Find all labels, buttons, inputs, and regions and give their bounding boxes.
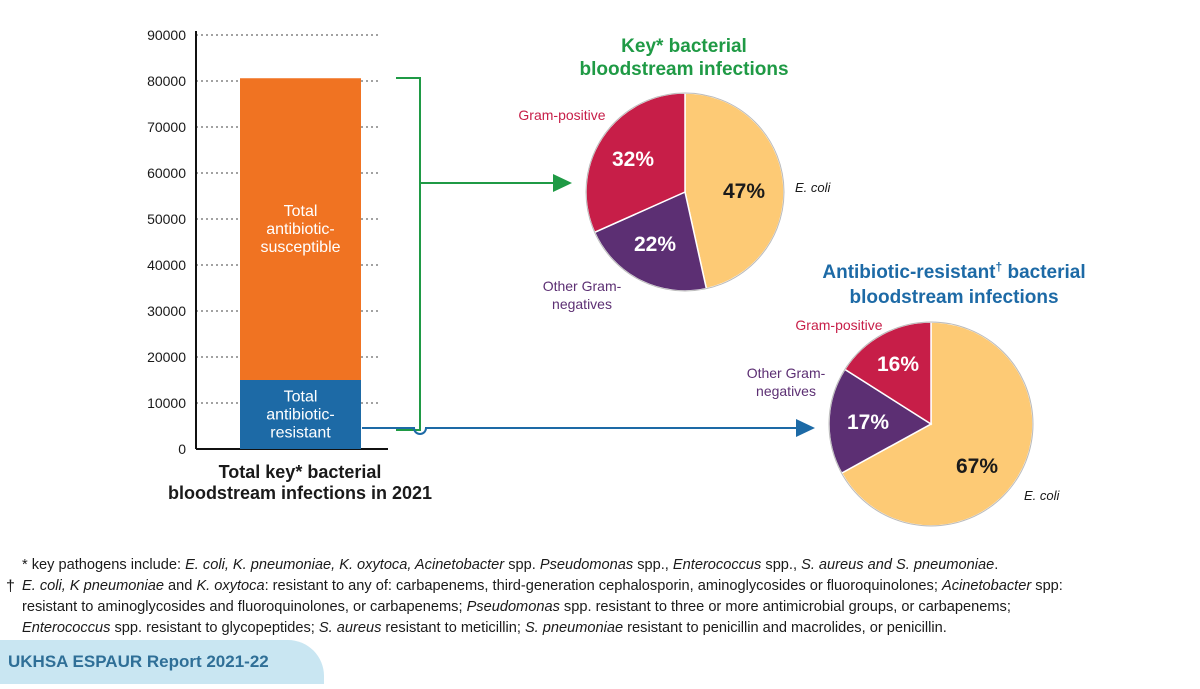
pie-slice-value: 67% [956, 455, 998, 478]
arrow-head-to-key-pie [553, 174, 572, 192]
pie-outline [585, 92, 785, 292]
footnote-fragment: resistant to aminoglycosides and fluoroq… [22, 599, 467, 615]
pie-title: bloodstream infections [849, 287, 1058, 308]
footnote-fragment: . [994, 557, 999, 573]
footnote-fragment: and [163, 578, 197, 594]
bracket-line [396, 77, 421, 431]
bar-segment-label: antibiotic- [266, 407, 334, 424]
pie-slice-value: 17% [847, 411, 889, 434]
footnote-fragment: resistant to meticillin; [381, 620, 525, 636]
pie-chart-resistant-infections: 67% E. coli 17% Other Gram-negatives 16% Gram… [747, 260, 1086, 527]
y-tick-label: 70000 [147, 119, 186, 135]
y-tick-label: 50000 [147, 211, 186, 227]
y-tick-label: 30000 [147, 303, 186, 319]
footnote-fragment: E. coli, K pneumoniae [22, 578, 164, 594]
footnote-resistance-line-3: Enterococcus spp. resistant to glycopept… [22, 618, 947, 639]
footnote-fragment: Pseudomonas [539, 557, 634, 573]
pie-category-label: Gram-positive [795, 317, 882, 333]
pie-category-label: negatives [552, 296, 612, 312]
y-tick-label: 20000 [147, 349, 186, 365]
stacked-bar-chart: 0 10000 20000 30000 40000 50000 60000 70000 8000… [147, 27, 432, 503]
pie-category-label: E. coli [1024, 488, 1061, 503]
x-axis-title: Total key* bacterial [219, 462, 382, 482]
arrow-line-to-resistant-pie [362, 427, 798, 435]
y-tick-label: 80000 [147, 73, 186, 89]
pie-title: Antibiotic-resistant† bacterial [822, 260, 1085, 283]
pie-chart-key-infections: 47% E. coli 22% Other Gram-negatives 32% Gram… [518, 36, 831, 312]
pie-title: Key* bacterial [621, 36, 747, 57]
bar-segment-label: Total [284, 203, 318, 220]
footnote-fragment: spp. [504, 557, 540, 573]
footnote-fragment: S. aureus and S. pneumoniae [801, 557, 995, 573]
footnote-fragment: Enterococcus [22, 620, 111, 636]
bar-segment-label: Total [284, 389, 318, 406]
footnote-fragment: spp: [1031, 578, 1063, 594]
footnote-fragment: spp. resistant to three or more antimicr… [559, 599, 1011, 615]
pie-title-dagger: † [996, 260, 1003, 274]
footnote-fragment: S. aureus [318, 620, 382, 636]
footnote-fragment: spp., [633, 557, 673, 573]
bar-segment-label: susceptible [260, 239, 340, 256]
report-banner-text: UKHSA ESPAUR Report 2021-22 [8, 652, 269, 671]
bar-segment-label: antibiotic- [266, 221, 334, 238]
pie-category-label: Other Gram- [543, 278, 622, 294]
pie-slice-value: 32% [612, 148, 654, 171]
footnote-fragment: spp. resistant to glycopeptides; [110, 620, 319, 636]
pie-title-part: bacterial [1002, 262, 1085, 283]
footnote-resistance-line-2: resistant to aminoglycosides and fluoroq… [22, 597, 1011, 618]
pie-title: bloodstream infections [579, 59, 788, 80]
pie-category-label: negatives [756, 383, 816, 399]
footnote-fragment: S. pneumoniae [524, 620, 624, 636]
pie-slice-value: 22% [634, 233, 676, 256]
connector-arrows [362, 77, 815, 437]
footnote-fragment: E. coli, K. pneumoniae, K. oxytoca, Acin… [185, 557, 505, 573]
footnote-fragment: * key pathogens include: [22, 557, 186, 573]
bar-segment-resistant [240, 380, 361, 449]
pie-category-label: E. coli [795, 180, 832, 195]
footnote-fragment: spp., [761, 557, 802, 573]
pie-slice-value: 47% [723, 180, 765, 203]
dagger-mark: † [6, 578, 15, 595]
y-tick-label: 10000 [147, 395, 186, 411]
footnote-fragment: : resistant to any of: carbapenems, thir… [264, 578, 942, 594]
y-tick-label: 90000 [147, 27, 186, 43]
footnote-fragment: resistant to penicillin and macrolides, … [623, 620, 947, 636]
report-banner: UKHSA ESPAUR Report 2021-22 [0, 640, 324, 684]
bar-segment-label: resistant [270, 425, 331, 442]
y-tick-label: 60000 [147, 165, 186, 181]
pie-category-label: Other Gram- [747, 365, 826, 381]
pie-outline [828, 321, 1034, 527]
arrow-head-to-resistant-pie [796, 419, 815, 437]
pie-title-part: Antibiotic-resistant [822, 262, 996, 283]
pie-category-label: Gram-positive [518, 107, 605, 123]
y-tick-label: 40000 [147, 257, 186, 273]
x-axis-title: bloodstream infections in 2021 [168, 483, 432, 503]
footnote-resistance-definition: † E. coli, K pneumoniae and K. oxytoca: r… [6, 576, 1063, 597]
footnote-key-pathogens: * key pathogens include: E. coli, K. pne… [22, 555, 998, 576]
pie-slice-value: 16% [877, 353, 919, 376]
footnote-fragment: K. oxytoca [196, 578, 265, 594]
footnote-fragment: Acinetobacter [941, 578, 1032, 594]
footnote-fragment: Pseudomonas [466, 599, 560, 615]
y-tick-label: 0 [178, 441, 186, 457]
footnote-fragment: Enterococcus [672, 557, 762, 573]
bar-segment-susceptible [240, 78, 361, 381]
